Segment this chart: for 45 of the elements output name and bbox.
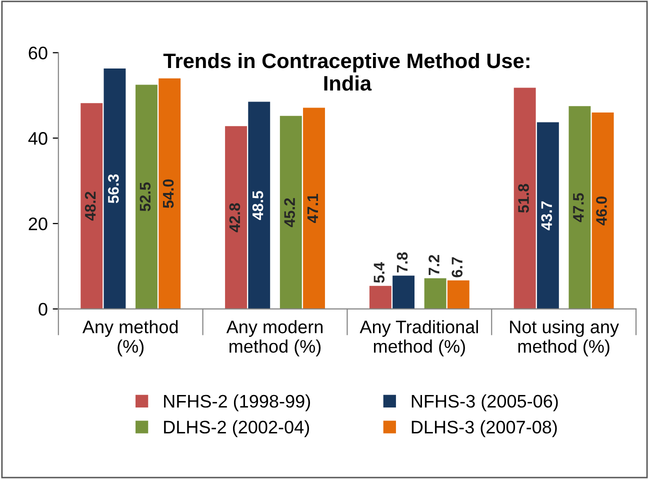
bar xyxy=(392,276,415,309)
y-tick-label: 20 xyxy=(28,217,48,230)
bar xyxy=(369,286,392,309)
bar xyxy=(568,106,591,309)
bar xyxy=(136,84,158,309)
data-label: 7.8 xyxy=(396,252,408,272)
data-label: 47.1 xyxy=(307,194,318,224)
y-tick-label: 40 xyxy=(28,132,48,145)
legend-label: NFHS-3 (2005-06) xyxy=(412,394,558,412)
legend-label: DLHS-3 (2007-08) xyxy=(412,420,557,438)
bar xyxy=(592,112,614,309)
data-label: 48.5 xyxy=(252,190,264,220)
data-label: 54.0 xyxy=(162,179,174,208)
data-label: 45.2 xyxy=(284,198,295,228)
data-label: 6.7 xyxy=(452,257,463,278)
data-label: 52.5 xyxy=(140,182,151,212)
data-label: 7.2 xyxy=(428,255,440,275)
bar xyxy=(225,126,247,309)
data-label: 56.3 xyxy=(108,174,119,204)
chart-title: Trends in Contraceptive Method Use: India xyxy=(163,52,530,91)
data-label: 46.0 xyxy=(596,196,607,226)
data-label: 43.7 xyxy=(541,201,552,230)
bar xyxy=(514,88,536,309)
bar xyxy=(104,68,126,309)
bar xyxy=(424,278,446,309)
data-label: 42.8 xyxy=(229,203,240,232)
x-tick-label: Any modern method (%) xyxy=(226,320,323,356)
bar xyxy=(248,102,270,309)
data-label: 5.4 xyxy=(374,262,385,283)
data-label: 48.2 xyxy=(84,192,96,221)
legend-label: DLHS-2 (2002-04) xyxy=(164,420,310,438)
bar xyxy=(536,122,559,309)
legend-label: NFHS-2 (1998-99) xyxy=(164,394,310,412)
bar xyxy=(80,103,103,309)
data-label: 51.8 xyxy=(518,184,529,213)
bar xyxy=(303,108,325,309)
bar xyxy=(447,280,470,309)
bar xyxy=(280,116,302,309)
x-tick-label: Any method (%) xyxy=(82,320,178,356)
data-label: 47.5 xyxy=(573,193,584,222)
x-tick-label: Not using any method (%) xyxy=(510,320,619,356)
bar xyxy=(158,78,181,309)
y-tick-label: 0 xyxy=(38,302,48,316)
y-tick-label: 60 xyxy=(28,46,48,60)
x-tick-label: Any Traditional method (%) xyxy=(360,320,478,356)
